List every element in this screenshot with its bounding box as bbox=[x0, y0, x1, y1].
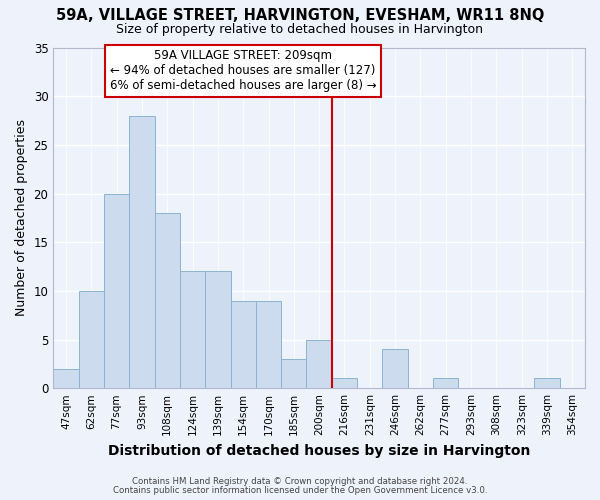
Text: 59A VILLAGE STREET: 209sqm
← 94% of detached houses are smaller (127)
6% of semi: 59A VILLAGE STREET: 209sqm ← 94% of deta… bbox=[110, 50, 377, 92]
X-axis label: Distribution of detached houses by size in Harvington: Distribution of detached houses by size … bbox=[108, 444, 530, 458]
Bar bbox=[281, 359, 307, 388]
Bar bbox=[155, 213, 180, 388]
Bar bbox=[332, 378, 357, 388]
Text: Contains HM Land Registry data © Crown copyright and database right 2024.: Contains HM Land Registry data © Crown c… bbox=[132, 477, 468, 486]
Bar bbox=[535, 378, 560, 388]
Bar bbox=[205, 272, 230, 388]
Y-axis label: Number of detached properties: Number of detached properties bbox=[15, 120, 28, 316]
Bar bbox=[53, 368, 79, 388]
Bar bbox=[230, 300, 256, 388]
Bar bbox=[104, 194, 129, 388]
Bar bbox=[256, 300, 281, 388]
Bar bbox=[180, 272, 205, 388]
Text: Size of property relative to detached houses in Harvington: Size of property relative to detached ho… bbox=[116, 22, 484, 36]
Bar bbox=[79, 291, 104, 388]
Text: 59A, VILLAGE STREET, HARVINGTON, EVESHAM, WR11 8NQ: 59A, VILLAGE STREET, HARVINGTON, EVESHAM… bbox=[56, 8, 544, 22]
Bar bbox=[382, 349, 408, 388]
Text: Contains public sector information licensed under the Open Government Licence v3: Contains public sector information licen… bbox=[113, 486, 487, 495]
Bar bbox=[433, 378, 458, 388]
Bar bbox=[307, 340, 332, 388]
Bar bbox=[129, 116, 155, 388]
